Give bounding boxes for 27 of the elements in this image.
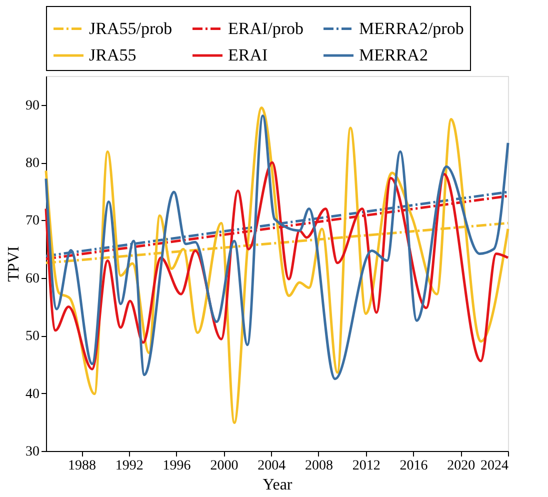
y-tick-label: 70	[26, 214, 40, 229]
x-tick-label: 2012	[352, 458, 380, 474]
x-tick-label: 2016	[400, 458, 428, 474]
y-axis-title: TPVI	[6, 246, 22, 282]
y-tick-label: 30	[26, 444, 40, 460]
legend-label: MERRA2	[359, 46, 428, 64]
x-tick-label: 2008	[304, 458, 333, 474]
line-series	[44, 114, 510, 380]
legend-label: MERRA2/prob	[359, 18, 464, 38]
x-tick-label: 2004	[258, 458, 286, 474]
x-tick-label: 1988	[68, 458, 96, 474]
x-tick-label: 2000	[210, 458, 238, 474]
x-tick-label: 1996	[162, 458, 191, 474]
x-tick-label: 2020	[447, 458, 476, 474]
legend-label: ERAI/prob	[228, 18, 304, 38]
legend-label: JRA55	[89, 46, 136, 64]
legend-label: ERAI	[228, 46, 268, 64]
y-tick-label: 80	[26, 156, 40, 172]
x-tick-label: 2024	[480, 458, 508, 474]
legend-label: JRA55/prob	[89, 18, 172, 38]
y-tick-label: 40	[26, 386, 40, 402]
line-series	[44, 161, 510, 370]
y-tick-label: 60	[26, 271, 40, 286]
y-tick-label: 90	[26, 98, 40, 114]
x-axis-title: Year	[262, 476, 293, 494]
y-tick-label: 50	[26, 329, 40, 344]
x-tick-label: 1992	[115, 458, 144, 474]
